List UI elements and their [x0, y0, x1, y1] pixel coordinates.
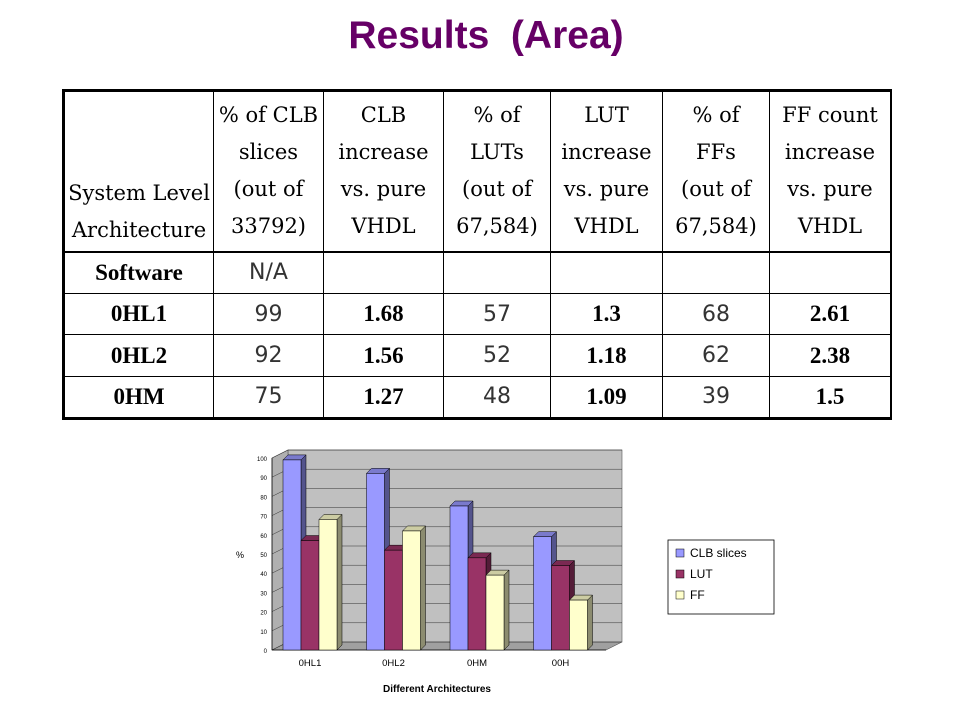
y-axis-label: % — [236, 550, 244, 560]
bar — [366, 473, 385, 651]
header-ff-pct: % of FFs (out of 67,584) — [662, 91, 770, 253]
x-tick-label: 0HM — [467, 658, 487, 669]
row-label: Software — [64, 250, 214, 295]
table-cell — [550, 250, 663, 295]
table-cell: 1.09 — [550, 375, 663, 419]
table-cell: 1.56 — [323, 334, 444, 377]
bar — [533, 536, 552, 651]
bar — [402, 530, 421, 651]
table-cell: 2.61 — [769, 293, 891, 336]
table-cell: 2.38 — [769, 334, 891, 377]
bar-side — [336, 513, 343, 651]
table-cell: 92 — [213, 334, 324, 377]
header-clb-increase: CLB increase vs. pure VHDL — [323, 91, 444, 253]
legend-label: LUT — [690, 567, 713, 581]
table-cell: 39 — [662, 375, 770, 419]
legend-label: CLB slices — [690, 546, 747, 560]
table-cell: 57 — [443, 293, 551, 336]
y-tick-label: 30 — [260, 591, 267, 597]
header-architecture: System Level Architecture — [64, 91, 214, 253]
table-cell: 62 — [662, 334, 770, 377]
bar — [569, 599, 588, 651]
y-tick-label: 40 — [260, 572, 267, 578]
table-cell: 1.27 — [323, 375, 444, 419]
table-cell — [323, 250, 444, 295]
chart-svg: 0 10 20 30 40 50 60 70 80 90 100% 0HL1 0HL2 0HM 00H Dif… — [236, 449, 775, 695]
legend-label: FF — [690, 588, 705, 602]
table-row: 0HL1 99 1.68 57 1.3 68 2.61 — [64, 293, 891, 336]
legend-swatch — [675, 590, 685, 600]
table-cell: 75 — [213, 375, 324, 419]
table-cell: 1.3 — [550, 293, 663, 336]
x-tick-label: 0HL1 — [299, 658, 322, 669]
table-cell: 1.68 — [323, 293, 444, 336]
header-lut-increase: LUT increase vs. pure VHDL — [550, 91, 663, 253]
table-cell: 99 — [213, 293, 324, 336]
legend-box — [667, 539, 775, 615]
header-lut-pct: % of LUTs (out of 67,584) — [443, 91, 551, 253]
bar — [485, 574, 505, 651]
bar-side — [503, 569, 510, 651]
row-label: 0HL1 — [64, 293, 214, 336]
bar — [384, 549, 403, 651]
area-bar-chart: 0 10 20 30 40 50 60 70 80 90 100% 0HL1 0HL2 0HM 00H Dif… — [222, 446, 782, 716]
y-tick-label: 50 — [260, 553, 267, 559]
y-tick-label: 0 — [264, 649, 268, 655]
table-cell — [769, 250, 891, 295]
row-label: 0HL2 — [64, 334, 214, 377]
y-tick-label: 80 — [260, 495, 267, 501]
y-tick-label: 20 — [260, 611, 267, 617]
results-table: System Level Architecture % of CLB slice… — [62, 89, 892, 420]
table-cell: 52 — [443, 334, 551, 377]
header-ff-increase: FF count increase vs. pure VHDL — [769, 91, 891, 253]
y-tick-label: 10 — [260, 630, 267, 636]
bar — [449, 505, 469, 651]
x-axis-label: Different Architectures — [383, 684, 491, 695]
table-row: Software N/A — [64, 250, 891, 295]
bar — [300, 540, 320, 651]
table-cell: 48 — [443, 375, 551, 419]
bar — [551, 565, 570, 651]
page-title: Results (Area) — [348, 14, 624, 57]
header-clb-pct: % of CLB slices (out of 33792) — [213, 91, 324, 253]
table-cell — [662, 250, 770, 295]
bar-side — [420, 525, 426, 651]
bar — [318, 519, 338, 651]
legend-swatch — [675, 548, 685, 558]
x-tick-label: 0HL2 — [382, 658, 405, 669]
table-cell: N/A — [213, 250, 324, 295]
y-tick-label: 60 — [260, 534, 267, 540]
table-row: 0HM 75 1.27 48 1.09 39 1.5 — [64, 375, 891, 419]
bar-side — [587, 594, 593, 651]
y-tick-label: 90 — [260, 476, 267, 482]
y-tick-label: 100 — [257, 457, 268, 463]
legend-swatch — [675, 569, 685, 579]
table-cell: 1.5 — [769, 375, 891, 419]
table-cell: 1.18 — [550, 334, 663, 377]
row-label: 0HM — [64, 375, 214, 419]
x-tick-label: 00H — [552, 658, 570, 669]
table-row: 0HL2 92 1.56 52 1.18 62 2.38 — [64, 334, 891, 377]
bar — [467, 557, 487, 651]
gridline — [271, 449, 622, 459]
bar — [282, 459, 302, 651]
table-cell — [443, 250, 551, 295]
y-tick-label: 70 — [260, 515, 267, 521]
table-cell: 68 — [662, 293, 770, 336]
